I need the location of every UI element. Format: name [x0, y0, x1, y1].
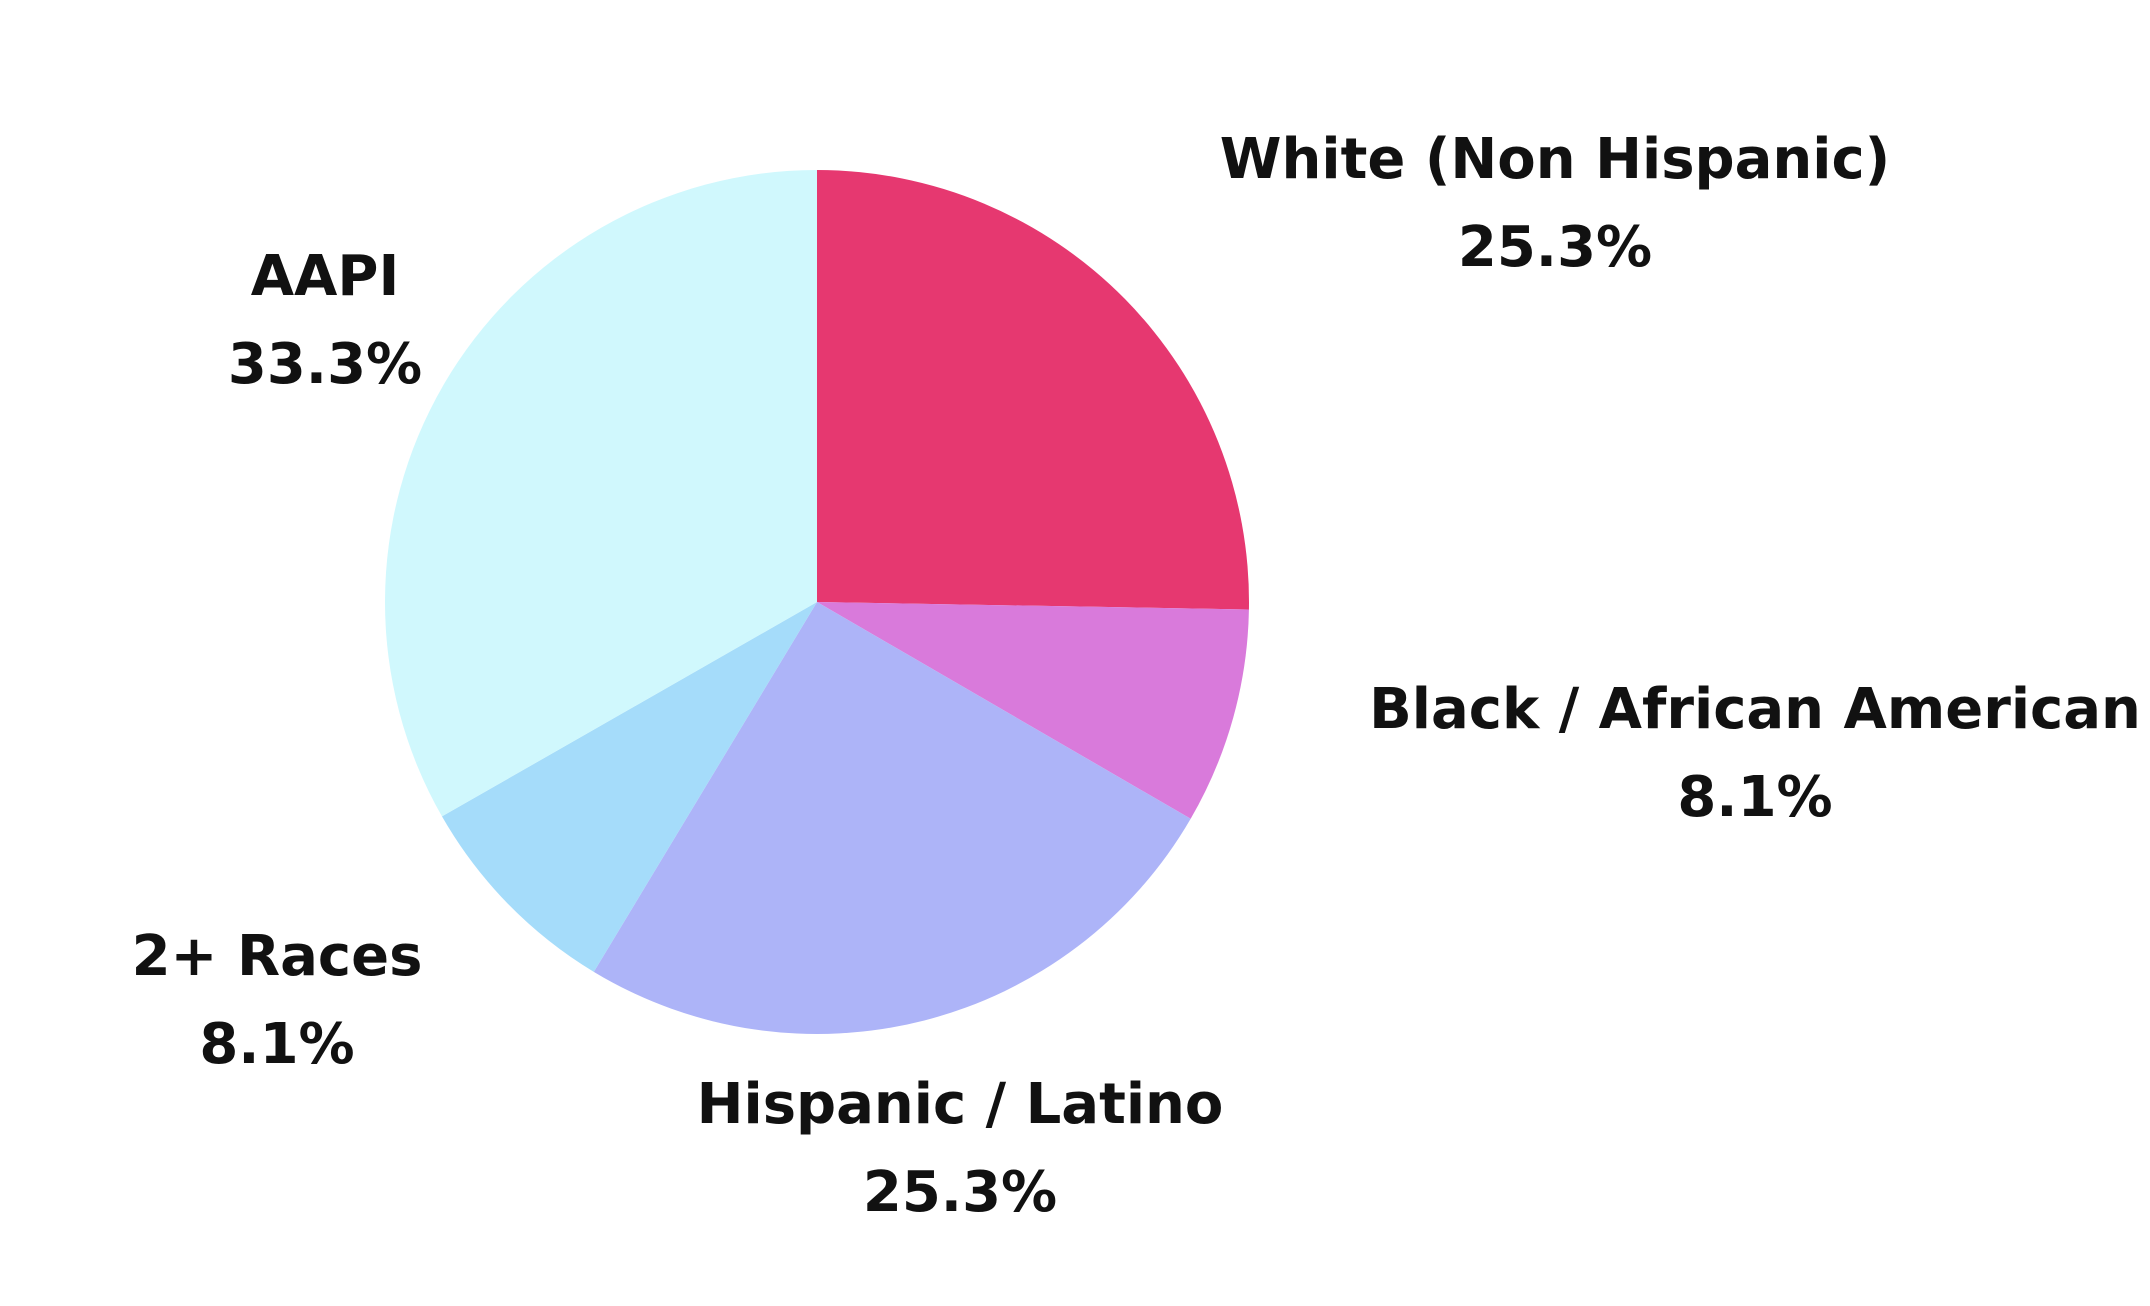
slice-value-label: 33.3%: [228, 332, 422, 397]
slice-value-label: 25.3%: [863, 1160, 1057, 1225]
pie-slice: [593, 602, 1191, 1034]
slice-label: AAPI: [251, 244, 400, 309]
slice-label: 2+ Races: [132, 924, 423, 989]
slice-label: White (Non Hispanic): [1220, 127, 1891, 192]
slice-label: Hispanic / Latino: [697, 1072, 1224, 1137]
pie-slice: [817, 602, 1249, 819]
slice-label: Black / African American: [1369, 677, 2141, 742]
slice-value-label: 8.1%: [199, 1012, 354, 1077]
pie-slice: [441, 602, 817, 972]
slice-value-label: 8.1%: [1677, 765, 1832, 830]
slice-value-label: 25.3%: [1458, 215, 1652, 280]
pie-slice: [817, 170, 1250, 610]
pie-slice: [384, 169, 817, 817]
